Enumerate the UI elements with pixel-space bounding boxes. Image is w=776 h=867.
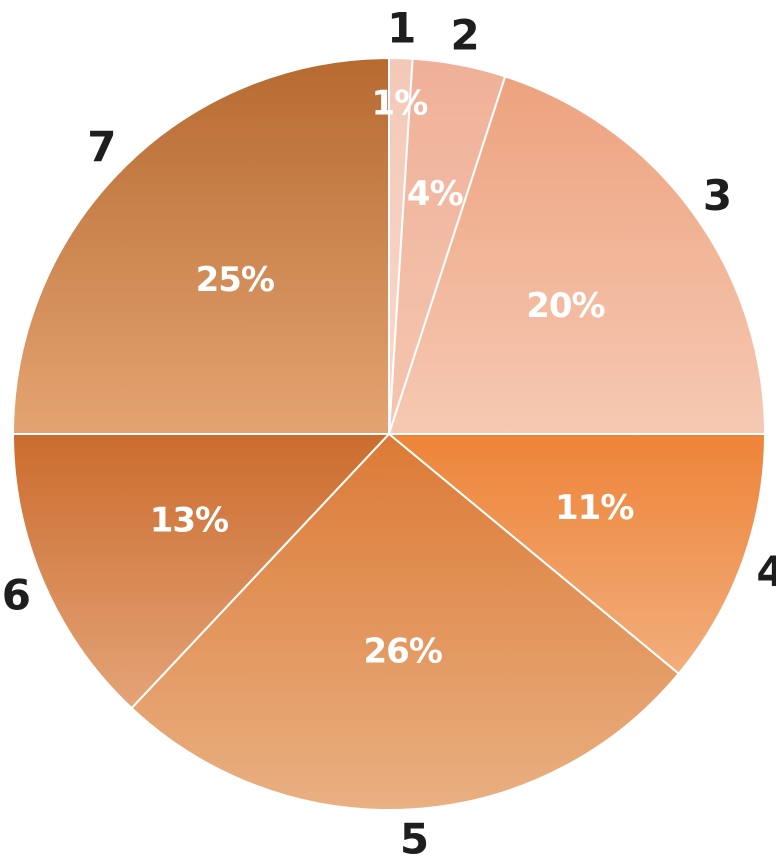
pie-slices xyxy=(11,56,767,811)
category-label-2: 2 xyxy=(450,11,479,60)
pie-slice-3 xyxy=(387,75,767,435)
category-labels: 1 2 3 4 5 6 7 xyxy=(2,4,776,864)
percent-label-4: 11% xyxy=(555,488,633,528)
category-label-7: 7 xyxy=(87,122,116,171)
category-label-4: 4 xyxy=(756,547,776,596)
category-label-1: 1 xyxy=(387,4,416,53)
pie-slice-5 xyxy=(130,432,681,811)
category-label-5: 5 xyxy=(400,815,429,864)
percent-label-5: 26% xyxy=(364,632,442,672)
percent-label-7: 25% xyxy=(196,260,274,300)
pie-slice-4 xyxy=(386,433,767,676)
percent-labels: 1% 4% 20% 11% 26% 13% 25% xyxy=(150,83,635,672)
category-label-6: 6 xyxy=(2,571,31,620)
category-label-3: 3 xyxy=(703,171,732,220)
pie-slice-6 xyxy=(11,433,392,710)
percent-label-2: 4% xyxy=(407,174,463,214)
pie-slice-7 xyxy=(11,56,390,435)
percent-label-6: 13% xyxy=(150,501,228,541)
percent-label-3: 20% xyxy=(526,286,604,326)
percent-label-1: 1% xyxy=(372,83,428,123)
